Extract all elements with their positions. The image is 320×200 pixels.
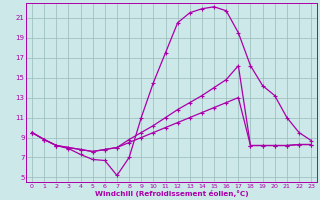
- X-axis label: Windchill (Refroidissement éolien,°C): Windchill (Refroidissement éolien,°C): [95, 190, 248, 197]
